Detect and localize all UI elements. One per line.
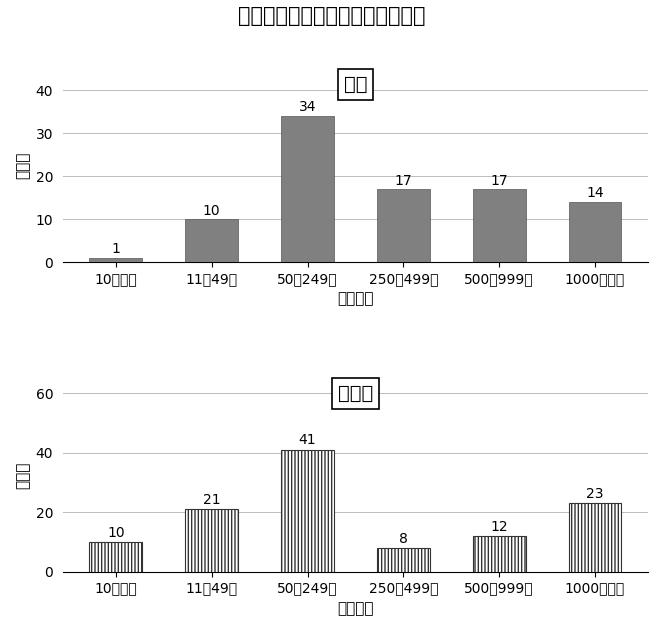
- Text: 14: 14: [586, 186, 604, 201]
- Text: 17: 17: [394, 174, 412, 187]
- Text: ドイツ: ドイツ: [338, 384, 373, 403]
- Bar: [90, 258, 142, 262]
- Bar: [569, 202, 621, 262]
- Bar: [281, 450, 334, 572]
- Y-axis label: 企業数: 企業数: [15, 461, 30, 489]
- Bar: [473, 189, 526, 262]
- Text: 23: 23: [586, 487, 604, 501]
- X-axis label: 従業員数: 従業員数: [337, 292, 374, 307]
- Y-axis label: 企業数: 企業数: [15, 152, 30, 179]
- Text: 41: 41: [299, 433, 316, 447]
- Text: 従業員数に基づく企業規模の分布: 従業員数に基づく企業規模の分布: [238, 6, 425, 27]
- Text: 17: 17: [491, 174, 508, 187]
- Text: 12: 12: [491, 520, 508, 534]
- Bar: [281, 116, 334, 262]
- Text: 10: 10: [203, 204, 221, 218]
- Text: 10: 10: [107, 526, 125, 540]
- Bar: [473, 536, 526, 572]
- X-axis label: 従業員数: 従業員数: [337, 601, 374, 616]
- Text: 8: 8: [399, 531, 408, 546]
- Bar: [377, 189, 430, 262]
- Bar: [569, 504, 621, 572]
- Bar: [377, 548, 430, 572]
- Text: 日本: 日本: [343, 74, 367, 94]
- Bar: [90, 542, 142, 572]
- Text: 1: 1: [111, 242, 120, 256]
- Bar: [186, 220, 238, 262]
- Text: 21: 21: [203, 493, 221, 507]
- Text: 34: 34: [299, 100, 316, 114]
- Bar: [186, 509, 238, 572]
